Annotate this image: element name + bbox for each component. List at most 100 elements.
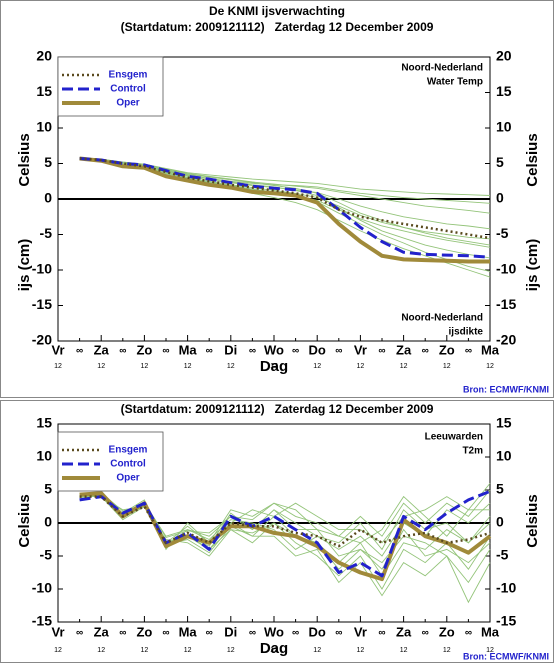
x-tick-sublabel: 12 [54, 363, 62, 370]
y2-tick-label: 0 [496, 514, 504, 530]
x-tick-label: Za [396, 342, 412, 357]
y2-tick-label: 10 [496, 119, 512, 135]
y-tick-label: 15 [36, 83, 52, 99]
y-tick-label: -15 [32, 613, 52, 629]
y2-tick-label: -10 [496, 580, 516, 596]
x-tick-label: Do [309, 624, 326, 639]
y-tick-label: -5 [40, 225, 53, 241]
y-tick-label: -15 [32, 296, 52, 312]
x-tick-label: Ma [179, 342, 198, 357]
x-tick-label: Vr [51, 342, 64, 357]
x-tick-label: ∞ [335, 346, 342, 357]
x-tick-label: Za [94, 342, 110, 357]
y2-tick-label: 5 [496, 154, 504, 170]
x-tick-label: ∞ [465, 628, 472, 639]
x-tick-label: Ma [481, 624, 500, 639]
x-tick-sublabel: 12 [227, 647, 235, 654]
y2-axis-title: Celsius [524, 133, 541, 186]
y-tick-label: -10 [32, 261, 52, 277]
x-tick-label: ∞ [249, 346, 256, 357]
x-tick-label: ∞ [119, 628, 126, 639]
x-tick-label: ∞ [422, 628, 429, 639]
x-tick-sublabel: 12 [443, 363, 451, 370]
legend-label: Ensgem [109, 70, 148, 81]
x-tick-label: Do [309, 342, 326, 357]
x-tick-label: Zo [439, 342, 455, 357]
chart-title: De KNMI ijsverwachting [209, 4, 345, 18]
y-axis-title: Celsius [16, 133, 33, 186]
x-tick-label: ∞ [206, 346, 213, 357]
y2-tick-label: -10 [496, 261, 516, 277]
y2-tick-label: 10 [496, 448, 512, 464]
x-tick-sublabel: 12 [486, 363, 494, 370]
y-tick-label: 20 [36, 48, 52, 64]
y2-tick-label: 15 [496, 83, 512, 99]
x-tick-label: Vr [354, 342, 367, 357]
y-tick-label: -20 [32, 332, 52, 348]
x-tick-label: ∞ [76, 628, 83, 639]
x-tick-label: Vr [51, 624, 64, 639]
x-tick-sublabel: 12 [227, 363, 235, 370]
y-axis-title: Celsius [16, 494, 33, 547]
annotation: T2m [462, 446, 483, 457]
series-line [79, 157, 491, 240]
series-line [79, 157, 491, 259]
x-tick-label: Ma [179, 624, 198, 639]
legend-label: Ensgem [109, 445, 148, 456]
x-tick-sublabel: 12 [313, 363, 321, 370]
x-tick-sublabel: 12 [184, 647, 192, 654]
y2-tick-label: 0 [496, 190, 504, 206]
x-tick-label: ∞ [292, 628, 299, 639]
series-line [79, 156, 490, 264]
legend-label: Control [110, 459, 146, 470]
x-tick-sublabel: 12 [141, 647, 149, 654]
x-tick-sublabel: 12 [97, 647, 105, 654]
x-tick-label: Zo [136, 342, 152, 357]
x-tick-sublabel: 12 [97, 363, 105, 370]
y2-axis-title: Celsius [524, 494, 541, 547]
x-tick-label: ∞ [249, 628, 256, 639]
y2-tick-label: -5 [496, 225, 509, 241]
source-note: Bron: ECMWF/KNMI [463, 384, 549, 394]
x-tick-sublabel: 12 [400, 647, 408, 654]
annotation: Noord-Nederland [401, 313, 483, 324]
x-tick-label: Ma [481, 342, 500, 357]
y2-tick-label: -15 [496, 613, 516, 629]
x-tick-label: ∞ [119, 346, 126, 357]
x-tick-sublabel: 12 [184, 363, 192, 370]
annotation: Noord-Nederland [401, 63, 483, 74]
legend-box [57, 431, 164, 492]
x-tick-label: ∞ [162, 628, 169, 639]
x-tick-sublabel: 12 [270, 363, 278, 370]
y-tick-label: 5 [44, 154, 52, 170]
legend-label: Oper [116, 473, 139, 484]
y2-axis-title: ijs (cm) [524, 239, 541, 292]
x-axis-title: Dag [260, 358, 288, 375]
x-tick-label: ∞ [162, 346, 169, 357]
x-tick-sublabel: 12 [141, 363, 149, 370]
x-tick-sublabel: 12 [357, 363, 365, 370]
x-tick-label: Di [224, 342, 237, 357]
y-tick-label: 5 [44, 481, 52, 497]
y-tick-label: 10 [36, 448, 52, 464]
annotation: Water Temp [427, 77, 483, 88]
x-tick-sublabel: 12 [443, 647, 451, 654]
x-tick-label: ∞ [292, 346, 299, 357]
y-axis-title: ijs (cm) [16, 239, 33, 292]
annotation: Leeuwarden [425, 432, 483, 443]
x-tick-label: ∞ [335, 628, 342, 639]
y2-tick-label: -5 [496, 547, 509, 563]
x-tick-label: ∞ [465, 346, 472, 357]
x-tick-label: ∞ [378, 346, 385, 357]
series-line [79, 489, 491, 578]
x-tick-label: Wo [264, 342, 284, 357]
x-tick-sublabel: 12 [313, 647, 321, 654]
y-tick-label: -5 [40, 547, 53, 563]
y-tick-label: 0 [44, 190, 52, 206]
legend-box [57, 56, 164, 117]
x-tick-label: Di [224, 624, 237, 639]
x-tick-label: Zo [439, 624, 455, 639]
x-tick-label: ∞ [76, 346, 83, 357]
source-note: Bron: ECMWF/KNMI [463, 651, 549, 661]
